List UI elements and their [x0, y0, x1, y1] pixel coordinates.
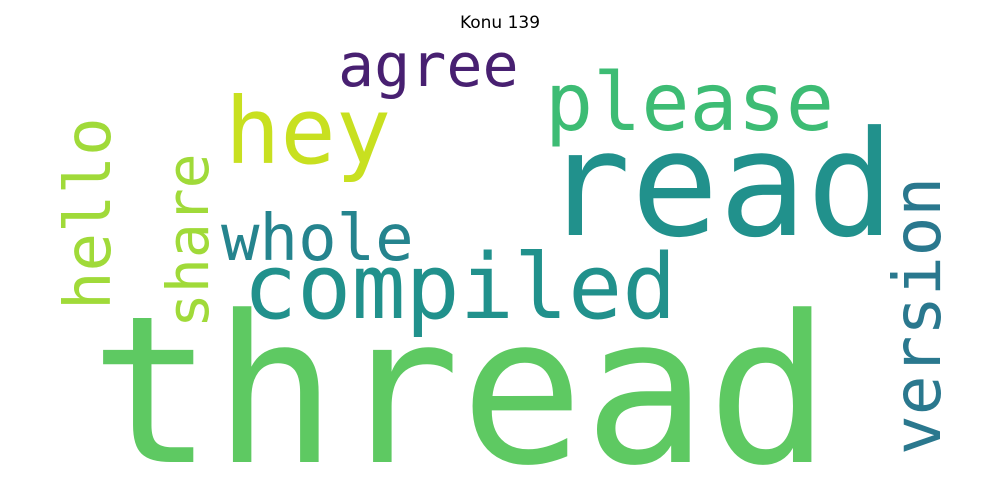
- word-hello: hello: [52, 117, 126, 310]
- word-agree: agree: [338, 31, 519, 101]
- word-whole: whole: [221, 202, 414, 276]
- word-version: version: [879, 177, 956, 455]
- word-thread: thread: [90, 273, 831, 500]
- word-read: read: [543, 100, 895, 270]
- word-share: share: [154, 153, 222, 328]
- word-hey: hey: [225, 78, 391, 185]
- word-compiled: compiled: [243, 235, 676, 340]
- chart-title: Konu 139: [459, 13, 541, 33]
- word-please: please: [545, 56, 834, 149]
